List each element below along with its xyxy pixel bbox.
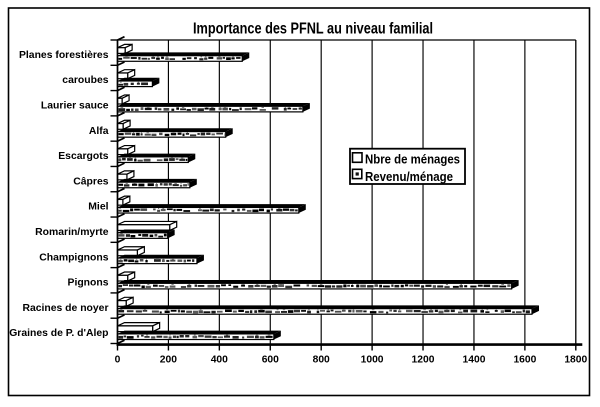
svg-text:800: 800 bbox=[313, 355, 330, 366]
svg-text:1600: 1600 bbox=[513, 355, 536, 366]
svg-text:caroubes: caroubes bbox=[62, 75, 108, 86]
svg-text:0: 0 bbox=[115, 355, 121, 366]
svg-text:Escargots: Escargots bbox=[58, 151, 108, 162]
svg-text:Importance des PFNL au niveau: Importance des PFNL au niveau familial bbox=[193, 21, 433, 38]
svg-text:Planes forestières: Planes forestières bbox=[19, 50, 109, 61]
svg-text:Laurier sauce: Laurier sauce bbox=[41, 101, 109, 112]
svg-text:Racines de noyer: Racines de noyer bbox=[22, 303, 108, 314]
svg-text:Nbre de ménages: Nbre de ménages bbox=[365, 151, 460, 166]
svg-text:400: 400 bbox=[211, 355, 228, 366]
svg-text:1200: 1200 bbox=[412, 355, 435, 366]
svg-text:1400: 1400 bbox=[463, 355, 486, 366]
svg-text:1000: 1000 bbox=[361, 355, 384, 366]
svg-text:Câpres: Câpres bbox=[73, 176, 108, 187]
svg-text:Romarin/myrte: Romarin/myrte bbox=[35, 227, 109, 238]
svg-text:Alfa: Alfa bbox=[89, 126, 109, 137]
svg-text:1800: 1800 bbox=[564, 355, 587, 366]
svg-text:Graines de P. d'Alep: Graines de P. d'Alep bbox=[9, 328, 108, 339]
svg-text:600: 600 bbox=[262, 355, 279, 366]
svg-text:Miel: Miel bbox=[88, 202, 108, 213]
svg-text:Revenu/ménage: Revenu/ménage bbox=[365, 169, 453, 184]
svg-text:Champignons: Champignons bbox=[39, 252, 108, 263]
svg-text:Pignons: Pignons bbox=[68, 278, 109, 289]
svg-text:200: 200 bbox=[160, 355, 177, 366]
